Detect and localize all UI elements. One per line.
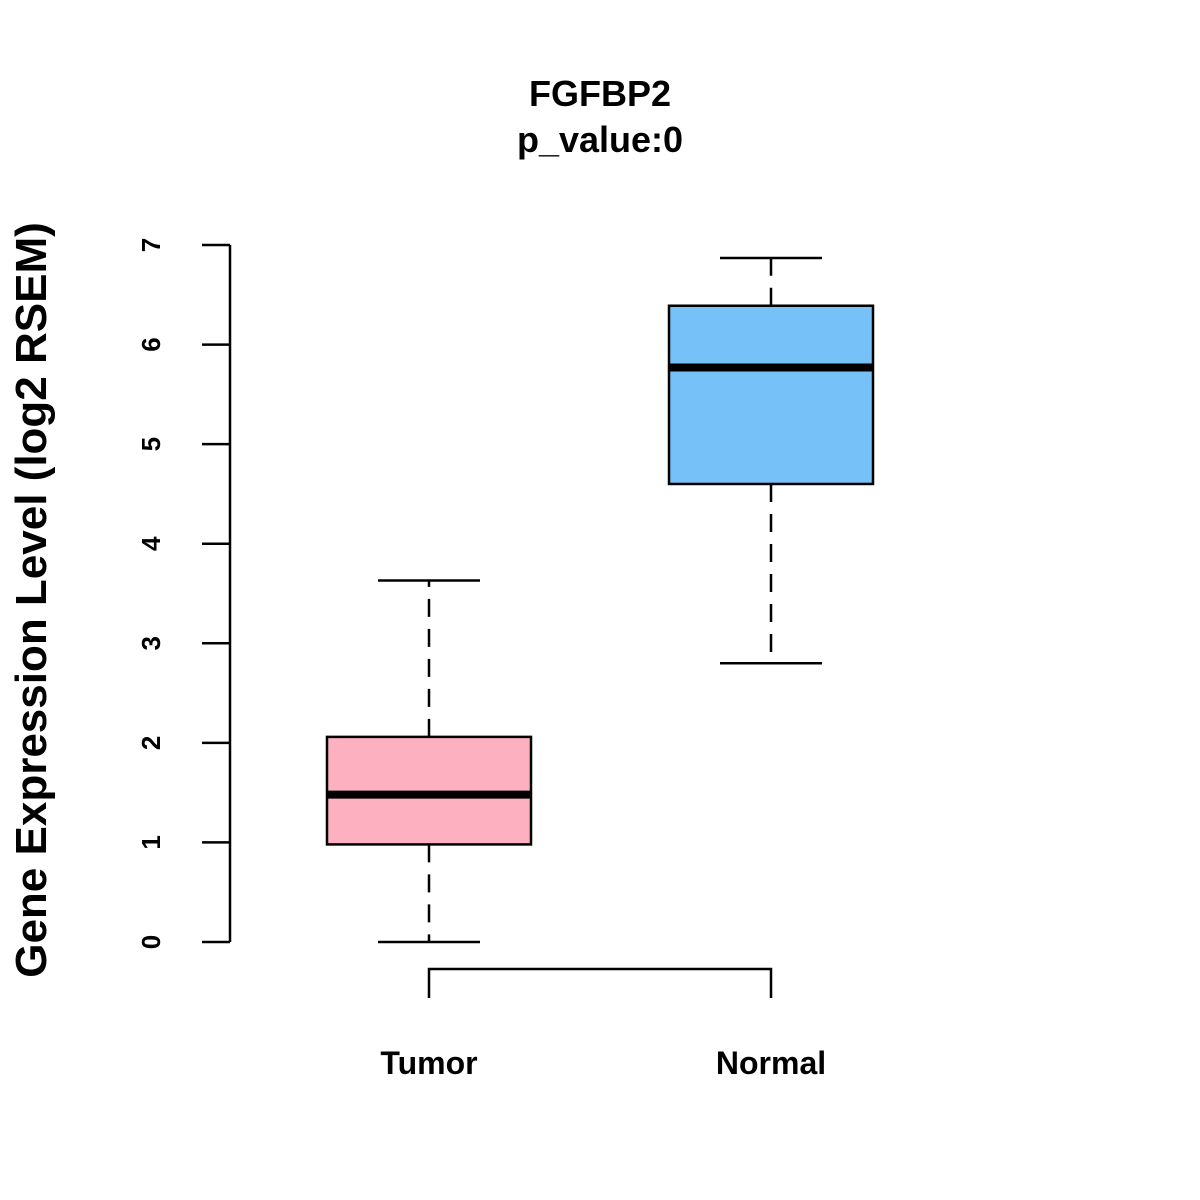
comparison-bracket [427,967,773,998]
y-tick-label: 4 [136,536,166,551]
category-labels: Tumor Normal [380,1045,826,1081]
y-tick-label: 1 [136,835,166,849]
y-tick-label: 3 [136,636,166,650]
y-tick-label: 2 [136,736,166,750]
y-axis-label: Gene Expression Level (log2 RSEM) [7,222,56,978]
y-tick-label: 5 [136,437,166,451]
box-normal [667,256,875,665]
y-axis: 0 1 2 3 4 5 6 7 [136,238,232,949]
category-label-normal: Normal [716,1045,826,1081]
chart-subtitle: p_value:0 [517,119,683,160]
box-tumor [325,579,533,944]
iqr-box [667,304,875,486]
bracket-line [427,967,773,998]
chart-title: FGFBP2 [529,73,671,114]
y-tick-label: 0 [136,935,166,949]
category-label-tumor: Tumor [380,1045,477,1081]
y-tick-label: 6 [136,337,166,351]
boxes [325,256,875,944]
y-tick-label: 7 [136,238,166,252]
